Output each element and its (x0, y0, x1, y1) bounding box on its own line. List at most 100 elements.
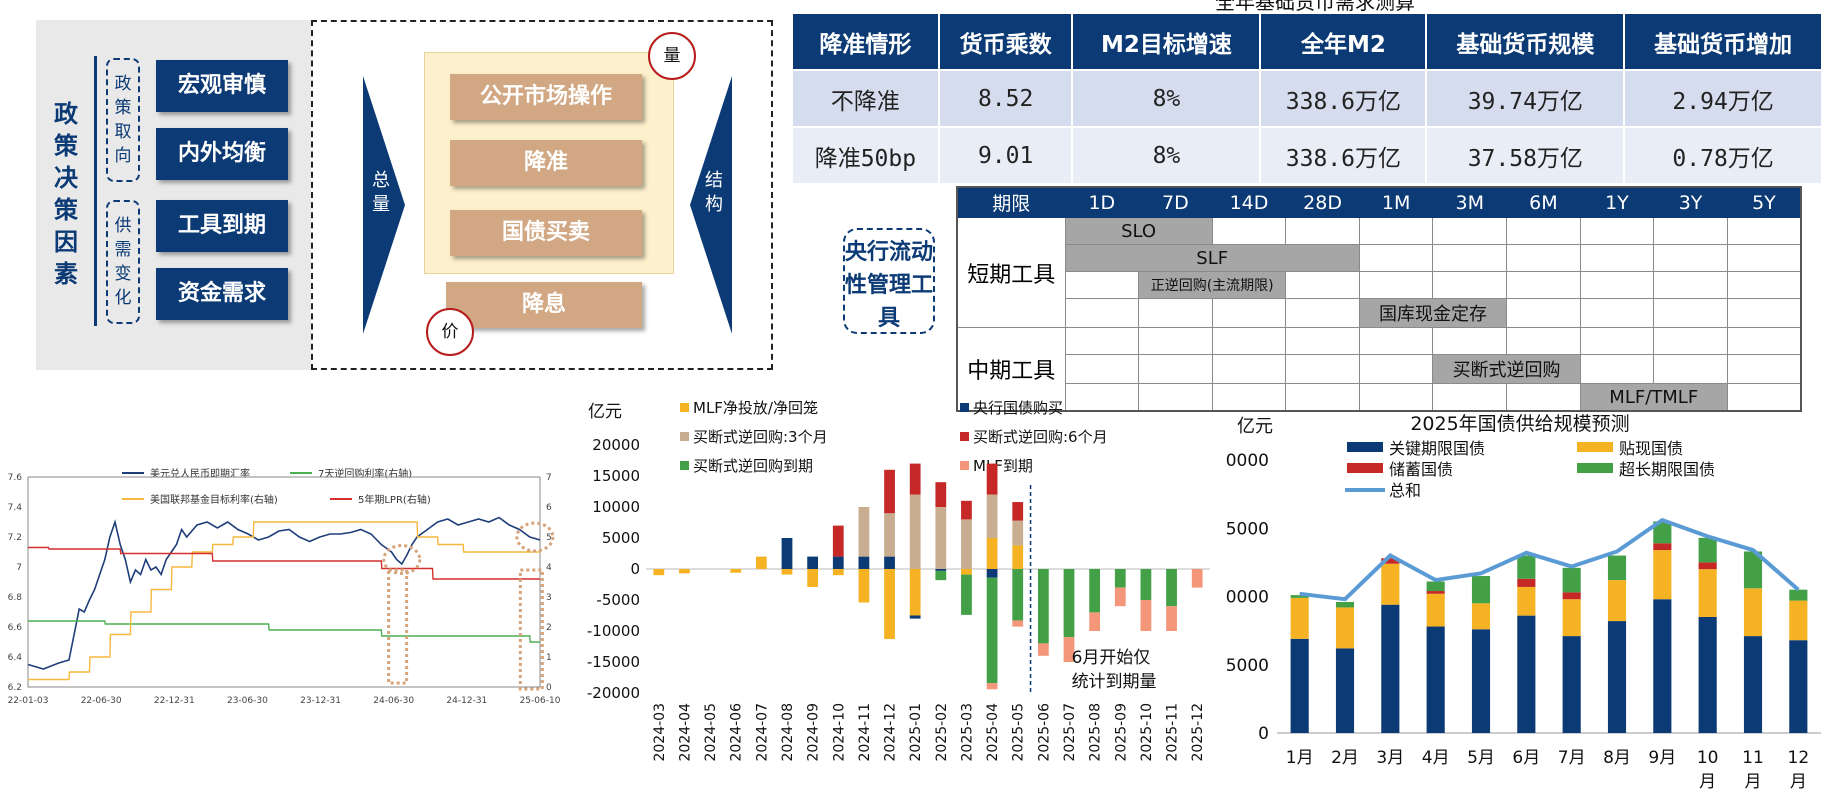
x-tick: 4月 (1422, 748, 1450, 768)
liquidity-tools-table: 期限 1D 7D 14D 28D 1M 3M 6M 1Y 3Y 5Y 短期工具 … (956, 186, 1802, 412)
x-tick: 2025-10 (1139, 703, 1155, 762)
x-tick: 2025-03 (959, 703, 975, 762)
bar-segment (1290, 638, 1309, 733)
bar-segment (884, 469, 895, 514)
header-cell: 1Y (1579, 186, 1655, 218)
highlight-circle (515, 521, 555, 553)
header-cell: 28D (1285, 186, 1360, 218)
empty-cell (1653, 298, 1728, 328)
reverse-repo-bar: 正逆回购(主流期限) (1138, 271, 1287, 299)
bar-segment (986, 577, 998, 684)
bar-segment (935, 570, 947, 581)
empty-cell (1506, 271, 1581, 299)
bar-segment (1012, 620, 1024, 627)
x-tick: 2024-03 (652, 703, 668, 762)
bar-segment (1471, 576, 1491, 604)
legend-swatch (960, 403, 969, 412)
policy-vertical-title: 政策决策因素 (54, 100, 78, 288)
bar-segment (961, 569, 972, 575)
bar-segment (1426, 591, 1445, 594)
table-cell: 338.6万亿 (1259, 69, 1428, 128)
bar-segment (909, 569, 921, 616)
bar-segment (1166, 569, 1177, 607)
table-cell: 8% (1071, 126, 1262, 185)
factor-internal-external-balance: 内外均衡 (156, 128, 288, 180)
slf-bar: SLF (1064, 244, 1360, 272)
y-tick: 15000 (592, 467, 640, 485)
bar-segment (1562, 592, 1581, 600)
x-tick: 2024-11 (857, 703, 873, 762)
fx-axes: 6.2 6.4 6.6 6.8 7 7.2 7.4 7.6 0 1 2 3 4 5 6 7 22-01-03 22… (8, 473, 560, 706)
legend-swatch (1347, 442, 1383, 452)
bar-segment (832, 525, 844, 557)
bar-segment (1089, 612, 1101, 631)
x-tick: 22-01-03 (8, 696, 49, 706)
legend-label: 总和 (1389, 481, 1421, 500)
x-tick: 2月 (1331, 748, 1359, 768)
legend-label: 5年期LPR(右轴) (358, 493, 431, 506)
bar-segment (986, 538, 998, 569)
structure-label-1: 结 (705, 170, 723, 191)
bar-segment (1562, 636, 1581, 733)
bar-segment (1063, 637, 1075, 662)
empty-cell (1138, 327, 1213, 355)
legend-label: MLF到期 (973, 457, 1033, 475)
bar-segment (1063, 569, 1075, 638)
highlight-box (387, 568, 409, 685)
policy-orientation-label: 政策取向 (106, 58, 140, 182)
bar-segment (832, 569, 844, 576)
bar-segment (832, 556, 844, 569)
x-tick: 2025-08 (1088, 703, 1104, 762)
y-right-tick: 1 (546, 653, 552, 663)
empty-cell (1064, 354, 1140, 384)
empty-cell (1358, 271, 1434, 299)
empty-cell (1138, 354, 1213, 384)
bar-segment (1653, 521, 1672, 544)
bar-segment (1789, 589, 1808, 601)
table-cell: 39.74万亿 (1425, 69, 1626, 128)
bar-segment (653, 569, 665, 576)
x-tick: 7月 (1558, 748, 1586, 768)
table-header-row: 降准情形 货币乘数 M2目标增速 全年M2 基础货币规模 基础货币增加 (791, 12, 1823, 71)
chart3-bars (1290, 521, 1808, 733)
bar-segment (1426, 626, 1445, 733)
bar-segment (1426, 581, 1445, 592)
bar-segment (1335, 601, 1355, 608)
structure-arrow: 结 构 (690, 76, 732, 334)
chart2-ylabel: 亿元 (588, 402, 622, 422)
header-cell: 3M (1432, 186, 1508, 218)
empty-cell (1358, 327, 1434, 355)
empty-cell (1285, 383, 1360, 412)
bar-segment (1335, 607, 1355, 649)
bar-segment (986, 494, 998, 538)
table-cell: 0.78万亿 (1623, 126, 1823, 185)
x-tick: 2025-07 (1062, 703, 1078, 762)
short-term-tools-label: 短期工具 (956, 217, 1066, 328)
chart2-bars (653, 463, 1203, 690)
legend-swatch (680, 432, 689, 441)
bar-segment (909, 463, 921, 495)
x-tick: 12 (1788, 748, 1810, 768)
x-tick: 2025-01 (908, 703, 924, 762)
bar-segment (935, 569, 947, 571)
bar-segment (1381, 604, 1400, 733)
empty-cell (1506, 383, 1581, 412)
y-tick: 5000 (1226, 656, 1269, 676)
empty-cell (1726, 327, 1802, 355)
table-header-row: 期限 1D 7D 14D 28D 1M 3M 6M 1Y 3Y 5Y (956, 186, 1802, 218)
empty-cell (1211, 327, 1287, 355)
x-tick: 22-06-30 (81, 696, 122, 706)
bar-segment (1562, 567, 1581, 593)
empty-cell (1653, 217, 1728, 245)
x-tick: 23-06-30 (227, 696, 268, 706)
legend-label: 美元兑人民币即期汇率 (150, 467, 250, 480)
empty-cell (1432, 217, 1508, 245)
chart3-total-line (1299, 517, 1800, 602)
bar-segment (858, 569, 870, 603)
header-cell: 基础货币增加 (1623, 12, 1823, 71)
empty-cell (1064, 298, 1140, 328)
x-tick-unit: 月 (1745, 772, 1762, 792)
y-left-tick: 7.2 (8, 533, 22, 543)
tool-treasury-trading: 国债买卖 (450, 210, 642, 256)
